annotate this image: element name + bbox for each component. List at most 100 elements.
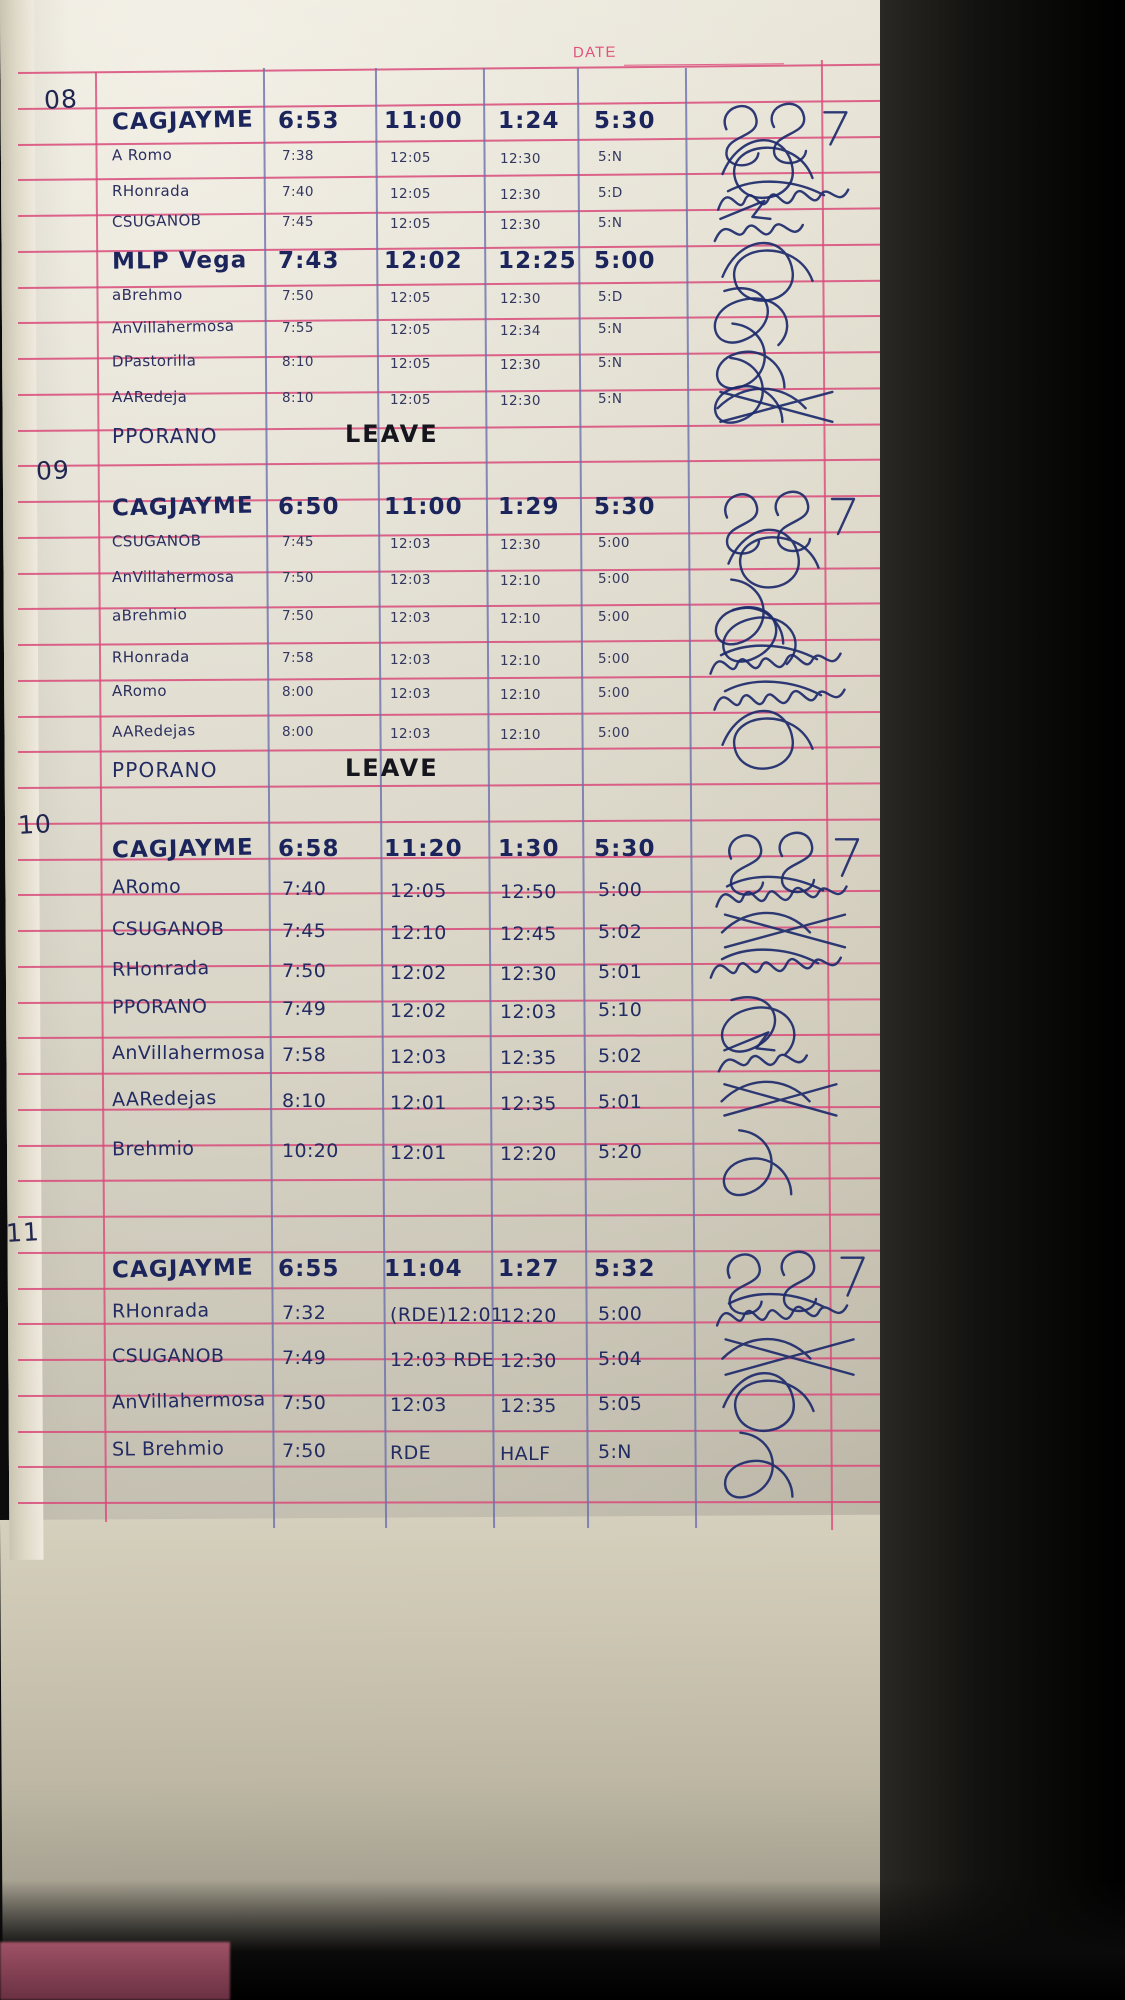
time-out-pm: 5:30 [594, 494, 656, 520]
time-in-am: 7:58 [282, 1044, 327, 1066]
time-in-pm: 12:20 [500, 1305, 557, 1327]
time-out-am: 12:05 [390, 322, 431, 338]
time-in-am: 8:10 [282, 354, 314, 370]
time-in-am: 6:50 [278, 494, 340, 520]
time-in-am: 7:43 [278, 248, 340, 274]
time-out-am: 12:01 [390, 1092, 447, 1114]
employee-name: CSUGANOB [111, 211, 202, 231]
employee-name: CSUGANOB [112, 1345, 225, 1367]
time-in-am: 7:50 [282, 608, 314, 624]
time-in-am: 8:10 [282, 1090, 327, 1112]
time-out-pm: 5:30 [594, 108, 656, 134]
time-out-pm: 5:00 [598, 1303, 643, 1325]
employee-name: MLP Vega [111, 247, 248, 275]
time-in-am: 8:00 [282, 684, 314, 700]
time-in-am: 10:20 [282, 1140, 339, 1162]
day-number: 10 [17, 809, 53, 840]
time-out-pm: 5:N [598, 355, 623, 371]
time-out-am: RDE [390, 1442, 432, 1464]
employee-name: AnVillahermosa [111, 316, 235, 338]
ghost-ink-bleedthrough [620, 470, 627, 495]
time-out-pm: 5:04 [598, 1348, 643, 1370]
time-in-am: 6:55 [278, 1256, 340, 1282]
employee-name: CAGJAYME [111, 834, 255, 864]
employee-name: AnVillahermosa [111, 1388, 266, 1414]
time-in-pm: 12:30 [500, 1350, 557, 1372]
time-out-am: 12:10 [390, 922, 447, 944]
time-out-pm: 5:05 [598, 1393, 643, 1415]
time-out-pm: 5:20 [598, 1141, 643, 1163]
time-in-pm: 12:25 [498, 248, 577, 274]
ghost-ink-bleedthrough [230, 470, 237, 495]
employee-name: CSUGANOB [112, 918, 225, 940]
time-out-pm: 5:00 [598, 879, 643, 901]
ghost-ink-bleedthrough [430, 828, 437, 853]
time-in-am: 7:50 [282, 570, 314, 586]
employee-name: AnVillahermosa [112, 568, 235, 586]
time-out-pm: 5:D [598, 289, 623, 305]
time-in-am: 7:58 [282, 650, 314, 666]
time-in-am: 8:10 [282, 390, 314, 406]
employee-name: PPORANO [112, 758, 218, 782]
time-in-pm: 12:03 [500, 1001, 557, 1023]
time-in-pm: 12:35 [500, 1047, 557, 1069]
time-in-am: 7:45 [282, 214, 314, 230]
employee-name: RHonrada [111, 1299, 210, 1323]
time-out-am: 11:00 [384, 494, 463, 520]
time-in-pm: 12:50 [500, 881, 557, 903]
employee-name: PPORANO [111, 995, 208, 1019]
time-out-am: 12:03 RDE [390, 1349, 495, 1371]
employee-name: SL Brehmio [111, 1437, 225, 1461]
pink-object-bottom-left [0, 1942, 230, 2000]
time-out-pm: 5:10 [598, 999, 643, 1021]
time-out-am: 12:03 [390, 686, 431, 702]
time-out-pm: 5:32 [594, 1256, 656, 1282]
ghost-ink-bleedthrough [640, 828, 647, 853]
time-out-am: 12:05 [390, 186, 431, 202]
time-out-pm: 5:01 [598, 961, 643, 983]
time-out-pm: 5:00 [594, 248, 656, 274]
time-out-am: 12:03 [390, 726, 431, 742]
time-out-am: 12:03 [390, 610, 431, 626]
time-in-pm: 12:10 [500, 611, 541, 627]
time-in-am: 7:45 [282, 920, 327, 942]
time-in-am: 8:00 [282, 724, 314, 740]
day-number: 09 [35, 455, 71, 486]
time-in-pm: 12:35 [500, 1395, 557, 1417]
time-out-am: 12:05 [390, 880, 447, 902]
time-in-pm: 12:30 [500, 187, 541, 203]
time-out-pm: 5:02 [598, 921, 643, 943]
time-in-pm: 1:27 [498, 1256, 560, 1282]
time-out-am: 12:02 [390, 1000, 447, 1022]
time-in-am: 7:32 [282, 1302, 327, 1324]
time-in-pm: 12:10 [500, 727, 541, 743]
time-out-pm: 5:30 [594, 836, 656, 862]
time-out-pm: 5:N [598, 391, 623, 407]
time-in-pm: 1:24 [498, 108, 560, 134]
time-in-pm: 12:34 [500, 323, 541, 339]
time-out-am: 12:02 [384, 248, 463, 274]
time-in-pm: 12:20 [500, 1143, 557, 1165]
employee-name: DPastorilla [111, 351, 197, 371]
printed-date-label: DATE [572, 43, 617, 62]
employee-name: CAGJAYME [111, 492, 255, 522]
employee-name: Brehmio [111, 1137, 195, 1161]
time-in-am: 7:50 [282, 1440, 327, 1462]
time-in-am: 7:49 [282, 998, 327, 1020]
time-in-am: 7:40 [282, 878, 327, 900]
time-in-am: 7:50 [282, 288, 314, 304]
time-in-pm: 1:29 [498, 494, 560, 520]
day-number: 08 [43, 84, 79, 115]
time-in-pm: 12:30 [500, 291, 541, 307]
time-out-pm: 5:N [598, 1441, 632, 1463]
employee-name: ARomo [111, 875, 182, 899]
employee-name: aBrehmio [111, 605, 188, 625]
employee-name: RHonrada [111, 956, 210, 982]
time-out-pm: 5:00 [598, 725, 630, 741]
time-out-am: 12:05 [390, 216, 431, 232]
time-out-pm: 5:01 [598, 1091, 643, 1113]
time-in-am: 6:58 [278, 836, 340, 862]
time-out-pm: 5:00 [598, 685, 630, 701]
time-out-am: 12:05 [390, 150, 431, 166]
